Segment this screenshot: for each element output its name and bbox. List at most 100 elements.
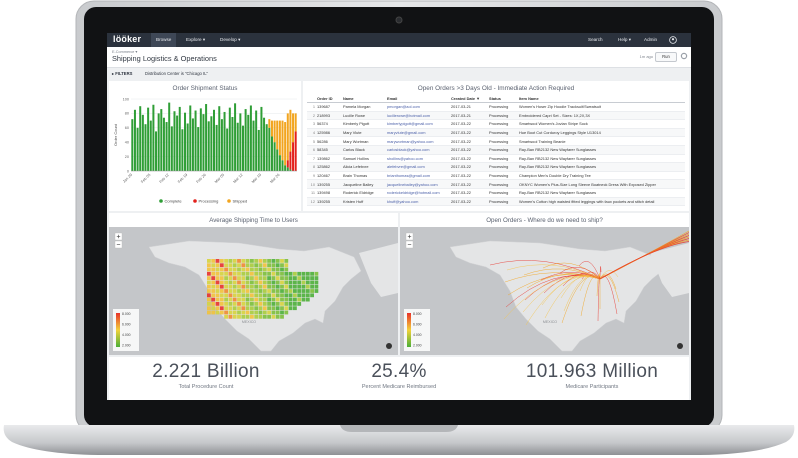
table-cell: 139687 — [316, 102, 342, 112]
heat-cell — [215, 280, 220, 285]
heat-cell — [262, 280, 267, 285]
table-cell: 2017-03-22 — [450, 197, 488, 207]
heat-cell — [267, 293, 271, 298]
heat-cell — [284, 293, 289, 298]
kpi-value: 101.963 Million — [525, 361, 659, 382]
heat-cell — [207, 302, 211, 306]
heat-cell — [254, 263, 259, 268]
bar-segment — [133, 109, 136, 171]
table-cell: Processing — [488, 179, 518, 189]
chart-title: Order Shipment Status — [172, 85, 237, 92]
heat-cell — [258, 284, 263, 289]
bar-segment — [205, 104, 208, 171]
heat-cell — [293, 293, 297, 298]
heat-cell — [262, 302, 267, 306]
heat-cell — [241, 293, 246, 298]
table-cell: Pamela Morgan — [342, 102, 386, 112]
x-tick-label: Mar 26 — [269, 173, 280, 184]
heat-cell — [271, 306, 276, 311]
heat-cell — [224, 289, 228, 293]
filters-toggle[interactable]: ▸ FILTERS — [112, 71, 133, 76]
heat-cell — [293, 284, 297, 289]
heat-cell — [241, 267, 246, 272]
table-cell: Kristen Huff — [342, 197, 386, 207]
breadcrumb[interactable]: E-Commerce ▾ — [112, 50, 138, 54]
heat-cell — [219, 306, 224, 311]
info-button[interactable] — [386, 343, 392, 349]
bar-segment — [226, 128, 229, 171]
heat-cell — [207, 271, 211, 276]
heat-cell — [254, 267, 259, 272]
kpi-tile: 2.221 Billion Total Procedure Count — [109, 357, 303, 400]
logo[interactable]: lööker — [113, 34, 142, 44]
flow-map: Open Orders - Where do we need to ship? M… — [400, 213, 689, 355]
heat-cell — [228, 302, 233, 306]
legend-label: Complete — [165, 198, 183, 203]
table-row: 3 56374 Kimberly Pigott kimberlypigott@gmai… — [307, 119, 685, 129]
heat-cell — [207, 293, 211, 298]
legend-label: 6.000 — [122, 323, 131, 327]
nav-item[interactable]: Browse — [151, 33, 177, 47]
heat-cell — [211, 267, 216, 272]
table-cell: 12 — [307, 197, 316, 207]
help-menu[interactable]: Help ▾ — [618, 37, 632, 42]
table-cell: Jacqueline Bailey — [342, 179, 386, 189]
bar-segment — [157, 113, 160, 171]
heat-cell — [271, 314, 276, 319]
heat-cell — [288, 306, 293, 311]
column-header[interactable]: Status — [488, 95, 518, 103]
bar-segment — [292, 113, 295, 143]
heat-cell — [245, 267, 250, 272]
nav-item[interactable]: Develop ▾ — [220, 37, 241, 42]
heat-cell — [271, 310, 276, 315]
column-header[interactable]: Name — [342, 95, 386, 103]
nav-item[interactable]: Explore ▾ — [186, 37, 206, 42]
heat-cell — [267, 263, 271, 268]
table-cell: Processing — [488, 162, 518, 172]
x-tick-label: Jan 29 — [122, 173, 133, 184]
heat-cell — [241, 314, 246, 319]
heat-cell — [271, 271, 276, 276]
heat-cell — [219, 297, 224, 302]
heat-cell — [250, 284, 254, 289]
info-button[interactable] — [677, 343, 683, 349]
heat-cell — [207, 284, 211, 289]
column-header[interactable]: Created Date ▼ — [450, 95, 488, 103]
map-title-bar — [109, 213, 398, 227]
heat-cell — [237, 271, 241, 276]
table-cell: 11 — [307, 188, 316, 198]
column-header[interactable]: Email — [386, 95, 450, 103]
heat-cell — [280, 263, 284, 268]
settings-icon[interactable] — [680, 52, 688, 60]
admin-menu[interactable]: Admin — [644, 37, 658, 42]
heat-cell — [219, 289, 224, 293]
bar-segment — [176, 115, 179, 171]
heat-cell — [280, 293, 284, 298]
heat-cell — [258, 267, 263, 272]
heat-cell — [293, 302, 297, 306]
heat-cell — [237, 302, 241, 306]
heat-cell — [275, 259, 280, 263]
search[interactable]: Search — [588, 37, 603, 42]
heat-cell — [258, 310, 263, 315]
heat-cell — [228, 289, 233, 293]
table-cell: Women's Hoser Zip Hoodie Tracksuit/Sweat… — [518, 102, 685, 112]
flow-line — [599, 275, 618, 315]
kpi-value: 2.221 Billion — [152, 361, 260, 382]
heat-cell — [262, 284, 267, 289]
avatar[interactable] — [669, 36, 679, 44]
table-cell: Mary Wortman — [342, 136, 386, 146]
run-button[interactable]: Run — [655, 52, 677, 62]
heat-cell — [237, 314, 241, 319]
column-header[interactable]: Item Name — [518, 95, 685, 103]
bar-segment — [152, 104, 155, 171]
heat-cell — [228, 293, 233, 298]
heat-cell — [288, 289, 293, 293]
heat-cell — [211, 276, 216, 280]
heat-cell — [262, 289, 267, 293]
column-header[interactable]: Order ID — [316, 95, 342, 103]
heat-cell — [228, 271, 233, 276]
heat-cell — [207, 289, 211, 293]
dashboard-header: E-Commerce ▾ Shipping Logistics & Operat… — [107, 47, 691, 68]
bar-segment — [144, 124, 147, 171]
